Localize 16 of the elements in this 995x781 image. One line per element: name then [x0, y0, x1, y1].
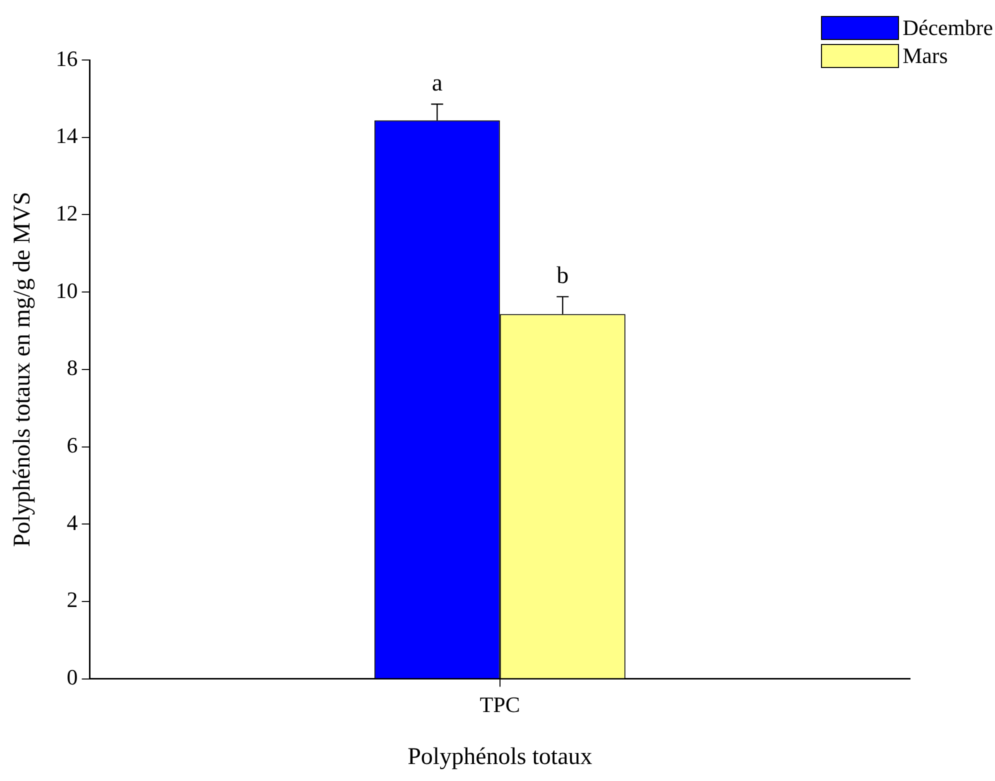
x-tick-label: TPC — [480, 692, 520, 717]
y-tick-label: 0 — [66, 664, 78, 690]
y-tick-label: 8 — [66, 355, 78, 380]
y-axis-title: Polyphénols totaux en mg/g de MVS — [10, 192, 36, 548]
annotation: a — [432, 70, 443, 96]
legend-label: Décembre — [902, 15, 993, 41]
x-axis-title: Polyphénols totaux — [408, 744, 592, 770]
y-tick-label: 4 — [66, 510, 78, 535]
y-tick-label: 14 — [56, 123, 78, 148]
y-tick-label: 10 — [56, 278, 78, 303]
y-tick-label: 16 — [56, 46, 78, 71]
y-tick-label: 2 — [66, 587, 78, 612]
y-tick-label: 6 — [66, 432, 78, 458]
y-tick-label: 12 — [56, 200, 78, 226]
legend-label: Mars — [902, 43, 948, 69]
annotation: b — [556, 262, 569, 289]
